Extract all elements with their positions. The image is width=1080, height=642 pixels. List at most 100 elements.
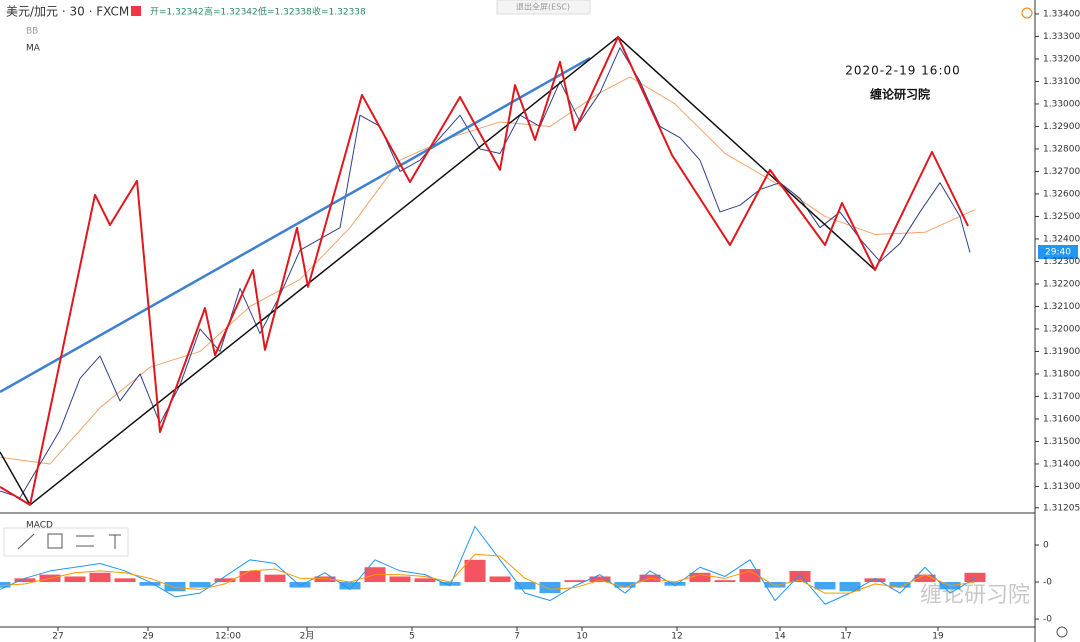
x-tick-label: 19 <box>932 632 944 642</box>
macd-histogram-bar <box>514 582 536 590</box>
y-tick-label: 1.31600 <box>1043 414 1080 424</box>
y-tick-label: 1.31300 <box>1043 482 1080 492</box>
macd-histogram-bar <box>139 582 161 586</box>
macd-histogram-bar <box>214 578 236 583</box>
macd-histogram-bar <box>389 576 411 583</box>
x-tick-label: 17 <box>840 632 851 642</box>
macd-histogram-bar <box>764 582 786 588</box>
macd-histogram-bar <box>439 582 461 586</box>
fullscreen-button[interactable] <box>496 0 591 15</box>
macd-histogram-bar <box>539 582 561 594</box>
ohlc-open: 开=1.32342 <box>150 7 204 18</box>
macd-histogram-bar <box>489 576 511 583</box>
macd-histogram-bar <box>289 582 311 588</box>
price-line <box>0 56 591 394</box>
status-icon <box>131 6 141 16</box>
settings-icon[interactable] <box>1056 626 1068 638</box>
macd-histogram-bar <box>14 578 36 583</box>
ohlc-high: 高=1.32342 <box>204 6 258 18</box>
y-tick-label: 1.32300 <box>1043 257 1080 267</box>
macd-line <box>0 526 976 605</box>
alert-icon[interactable] <box>1021 7 1033 19</box>
watermark: 缠论研习院 <box>920 583 1030 608</box>
y-tick-label: 1.33000 <box>1043 99 1080 109</box>
macd-histogram-bar <box>589 576 611 583</box>
x-tick-label: 10 <box>576 632 588 642</box>
macd-histogram-bar <box>714 580 736 583</box>
ohlc-low: 低=1.32338 <box>258 6 312 18</box>
macd-histogram-bar <box>414 578 436 583</box>
y-tick-label: 1.33300 <box>1043 32 1080 42</box>
y-tick-label: 1.32600 <box>1043 189 1080 199</box>
x-tick-label: 14 <box>774 632 786 642</box>
symbol: 美元/加元 · 30 · FXCM <box>6 5 129 19</box>
y-tick-label: 1.32900 <box>1043 122 1080 132</box>
y-tick-label: 1.32100 <box>1043 302 1080 312</box>
x-tick-label: 2月 <box>300 631 315 642</box>
macd-histogram-bar <box>239 570 261 583</box>
macd-histogram-bar <box>814 582 836 590</box>
y-tick-label: 1.32700 <box>1043 167 1080 177</box>
price-line <box>0 36 876 506</box>
macd-histogram-bar <box>689 572 711 583</box>
fullscreen-label[interactable]: 退出全屏(ESC) <box>516 2 570 12</box>
macd-histogram-bar <box>339 582 361 590</box>
price-tag <box>1038 245 1078 259</box>
price-line <box>0 76 976 465</box>
y-tick-label: 1.32000 <box>1043 324 1080 334</box>
x-tick-label: 5 <box>409 632 415 642</box>
y-tick-label: -0 <box>1043 578 1052 588</box>
y-tick-label: 1.32500 <box>1043 212 1080 222</box>
macd-histogram-bar <box>0 582 11 588</box>
tool-rect[interactable] <box>47 533 63 549</box>
y-tick-label: 1.33200 <box>1043 54 1080 64</box>
y-tick-label: 1.31500 <box>1043 437 1080 447</box>
y-tick-label: 1.31205 <box>1043 503 1080 513</box>
drawing-toolbar <box>3 527 129 557</box>
macd-histogram-bar <box>564 580 586 583</box>
macd-label: MACD <box>26 521 53 531</box>
macd-histogram-bar <box>314 576 336 583</box>
ohlc-close: 收=1.32338 <box>312 6 366 18</box>
macd-histogram-bar <box>789 570 811 583</box>
price-tag-label: 29:40 <box>1045 248 1071 258</box>
y-tick-label: 0 <box>1043 541 1049 551</box>
y-tick-label: 1.31400 <box>1043 459 1080 469</box>
y-tick-label: 1.32800 <box>1043 144 1080 154</box>
y-tick-label: 1.31800 <box>1043 369 1080 379</box>
macd-histogram-bar <box>464 559 486 583</box>
y-tick-label: 1.32400 <box>1043 234 1080 244</box>
y-tick-label: 1.33100 <box>1043 77 1080 87</box>
y-tick-label: 1.32200 <box>1043 279 1080 289</box>
tool-line[interactable] <box>17 533 35 550</box>
macd-histogram-bar <box>189 582 211 588</box>
macd-histogram-bar <box>839 582 861 592</box>
indicator-ma[interactable]: MA <box>26 44 41 54</box>
macd-histogram-bar <box>964 572 986 583</box>
y-tick-label: -0 <box>1043 615 1052 625</box>
y-tick-label: 1.31900 <box>1043 347 1080 357</box>
annotation-date: 2020-2-19 16:00 <box>845 64 961 78</box>
macd-histogram-bar <box>64 576 86 583</box>
y-tick-label: 1.31700 <box>1043 392 1080 402</box>
macd-histogram-bar <box>89 572 111 583</box>
price-line <box>0 35 969 506</box>
macd-histogram-bar <box>664 582 686 586</box>
macd-histogram-bar <box>164 582 186 592</box>
macd-histogram-bar <box>614 582 636 588</box>
x-tick-label: 7 <box>514 632 520 642</box>
indicator-bb[interactable]: BB <box>26 27 38 37</box>
macd-histogram-bar <box>114 578 136 583</box>
x-tick-label: 12 <box>671 632 682 642</box>
macd-histogram-bar <box>264 574 286 583</box>
macd-histogram-bar <box>864 578 886 583</box>
y-tick-label: 1.33400 <box>1043 9 1080 19</box>
x-tick-label: 29 <box>142 632 154 642</box>
macd-line <box>0 553 976 594</box>
toolbar-box <box>3 527 129 557</box>
annotation-brand: 缠论研习院 <box>870 87 930 102</box>
x-tick-label: 12:00 <box>215 632 241 642</box>
macd-histogram-bar <box>914 574 936 583</box>
